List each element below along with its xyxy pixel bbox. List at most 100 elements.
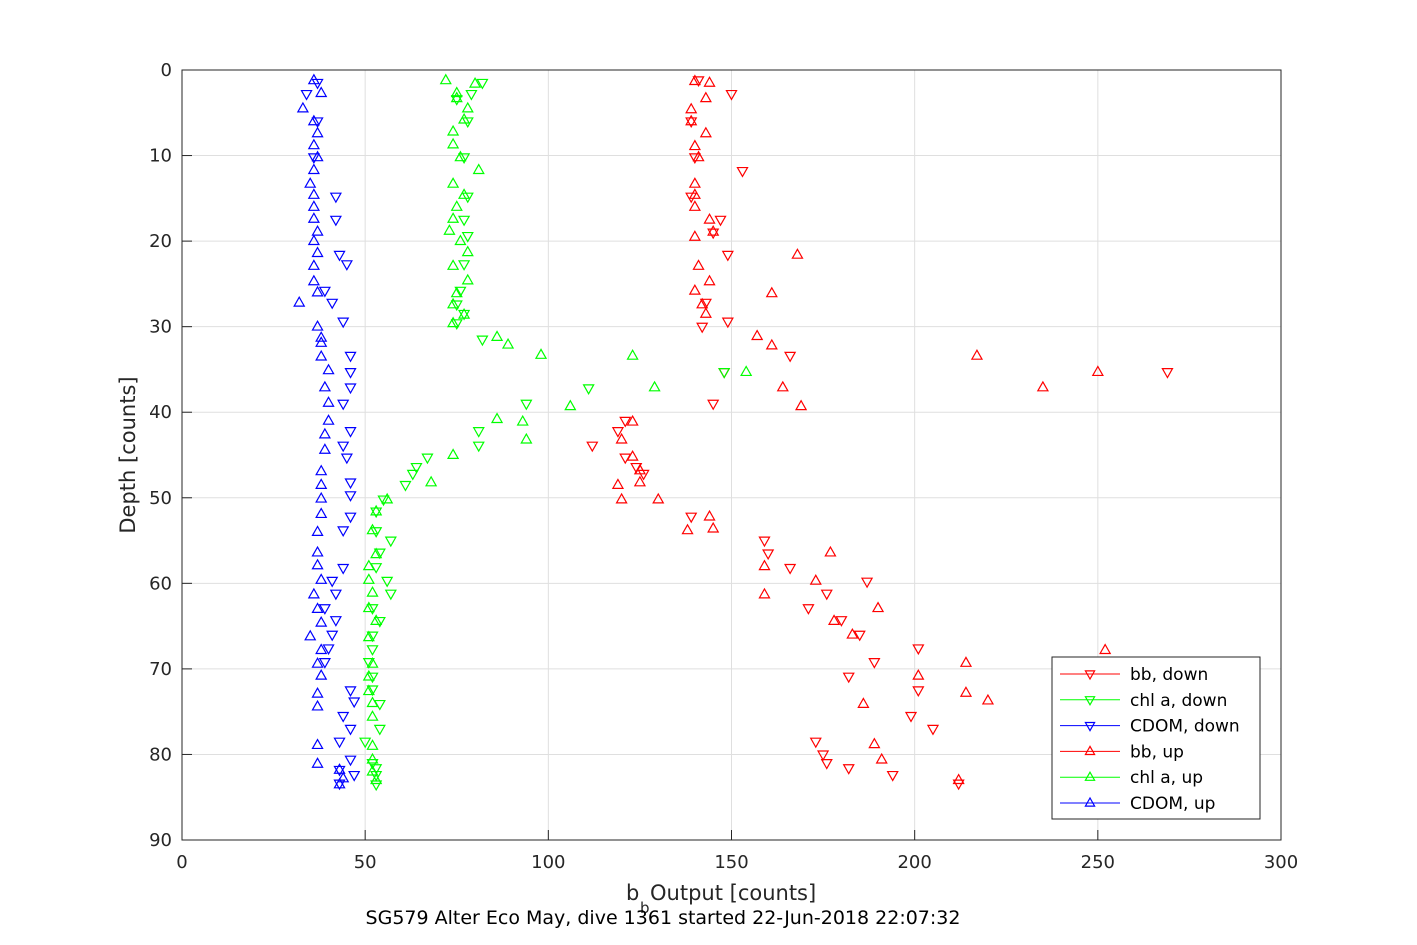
data-point [718,368,731,379]
legend-label: chl a, down [1130,691,1227,711]
data-point [846,627,859,639]
data-point [344,491,357,502]
data-point [362,669,375,681]
data-point [692,150,705,162]
data-point [399,480,412,492]
data-point [318,604,331,615]
data-point [501,337,515,349]
data-point [307,188,320,199]
data-point [322,396,335,407]
data-point [366,586,379,597]
data-point [366,758,379,770]
data-point [472,441,485,453]
legend-marker [1084,696,1096,707]
data-point [307,138,320,150]
x-tick-label: 150 [714,852,748,873]
data-point [318,380,331,392]
data-point [681,523,694,535]
data-point [688,153,701,164]
series-4 [362,73,753,785]
data-point [688,200,701,211]
data-point [373,548,386,560]
data-point [322,414,335,425]
data-point [586,441,599,453]
data-point [446,137,460,149]
data-point [685,192,698,204]
data-point [450,300,463,312]
x-tick-labels: 0 50 100 150 200 250 300 [176,852,1298,873]
data-point [703,76,716,87]
data-point [721,317,734,329]
data-point [311,657,324,668]
x-axis-label-rest: Output [counts] [650,881,816,905]
data-point [707,224,720,236]
data-point [329,192,342,204]
data-point [370,527,383,538]
data-point [615,432,628,444]
y-tick-label: 50 [149,488,172,509]
data-point [952,773,965,785]
data-point [326,630,339,642]
data-point [696,322,709,334]
data-point [311,224,324,236]
data-point [461,231,474,243]
data-point [611,427,625,438]
data-point [293,295,306,307]
data-point [311,545,324,557]
data-point [476,78,489,90]
legend-label: bb, up [1130,742,1184,762]
data-point [842,764,855,775]
data-point [359,737,372,749]
data-point [318,286,331,298]
data-point [362,658,375,669]
data-point [446,448,460,460]
data-point [344,512,357,524]
y-tick-label: 70 [149,659,172,680]
data-point [333,765,346,777]
data-point [633,475,647,487]
data-point [311,319,324,331]
data-point [373,616,386,628]
data-point [366,696,379,708]
series-3 [611,74,1112,785]
data-point [626,449,639,461]
data-point [366,604,379,615]
data-point [516,414,529,426]
data-point [791,248,804,259]
data-point [366,752,379,764]
data-point [886,770,899,782]
data-point [373,724,386,736]
data-point [315,615,328,627]
data-point [315,669,328,680]
data-point [450,286,463,298]
data-point [703,509,716,521]
data-point [315,349,328,361]
data-point [699,91,712,103]
data-point [366,657,379,668]
data-point [344,351,357,363]
legend-label: CDOM, down [1130,717,1240,737]
data-point [534,348,548,359]
data-point [315,331,328,342]
legend-label: CDOM, up [1130,794,1215,814]
data-point [296,101,309,113]
data-point [699,298,712,310]
series-2 [300,78,361,791]
data-point [344,427,357,438]
data-point [311,117,324,129]
data-point [366,523,379,535]
data-point [714,215,727,227]
legend-label: bb, down [1130,665,1208,685]
data-point [490,412,504,424]
legend-marker [1084,796,1096,807]
data-point [476,335,489,347]
legend-marker [1084,670,1096,681]
data-point [692,76,705,87]
data-point [337,711,350,723]
data-point [322,644,335,656]
data-point [699,126,712,138]
data-point [688,188,701,199]
data-point [685,114,698,126]
data-point [758,559,771,571]
